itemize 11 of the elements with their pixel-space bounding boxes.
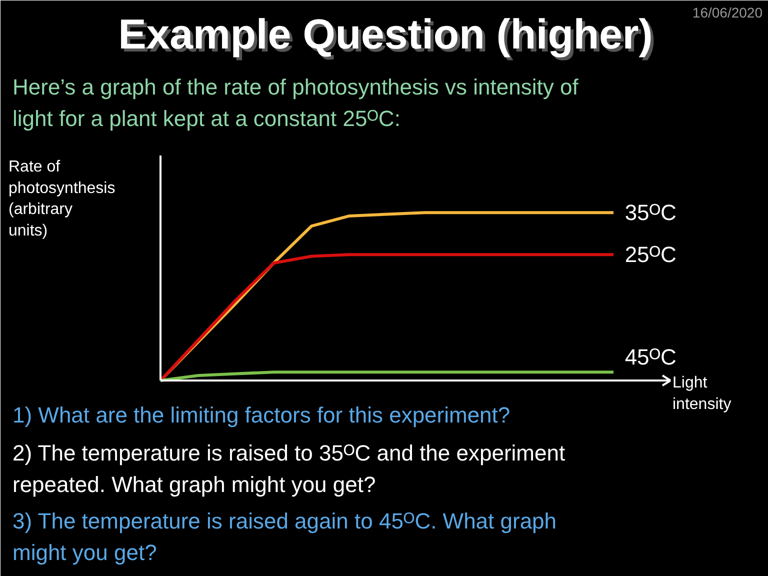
x-axis-title: Light intensity xyxy=(672,374,732,413)
series-label: 35ᴼC xyxy=(624,200,677,226)
text: 3) The temperature is raised again to 45ᴼC. What graph might you get? xyxy=(12,508,557,565)
text: 2) The temperature is raised to 35ᴼC and the experiment repeated. What graph might you get? xyxy=(12,440,566,497)
chart-title: Example Question (higher) xyxy=(121,14,656,60)
text: 1) What are the limiting factors for this experiment? xyxy=(12,402,510,428)
series-label: 25ᴼC xyxy=(624,242,677,268)
y-axis-title: Rate of photosynthesis (arbitrary units) xyxy=(8,158,116,240)
chart-subtitle: Here’s a graph of the rate of photosynthesis vs intensity of light for a plant kept at a constant 25ᴼC: xyxy=(12,74,580,131)
series-label: 45ᴼC xyxy=(624,344,677,370)
text: 16/06/2020 xyxy=(692,4,763,20)
